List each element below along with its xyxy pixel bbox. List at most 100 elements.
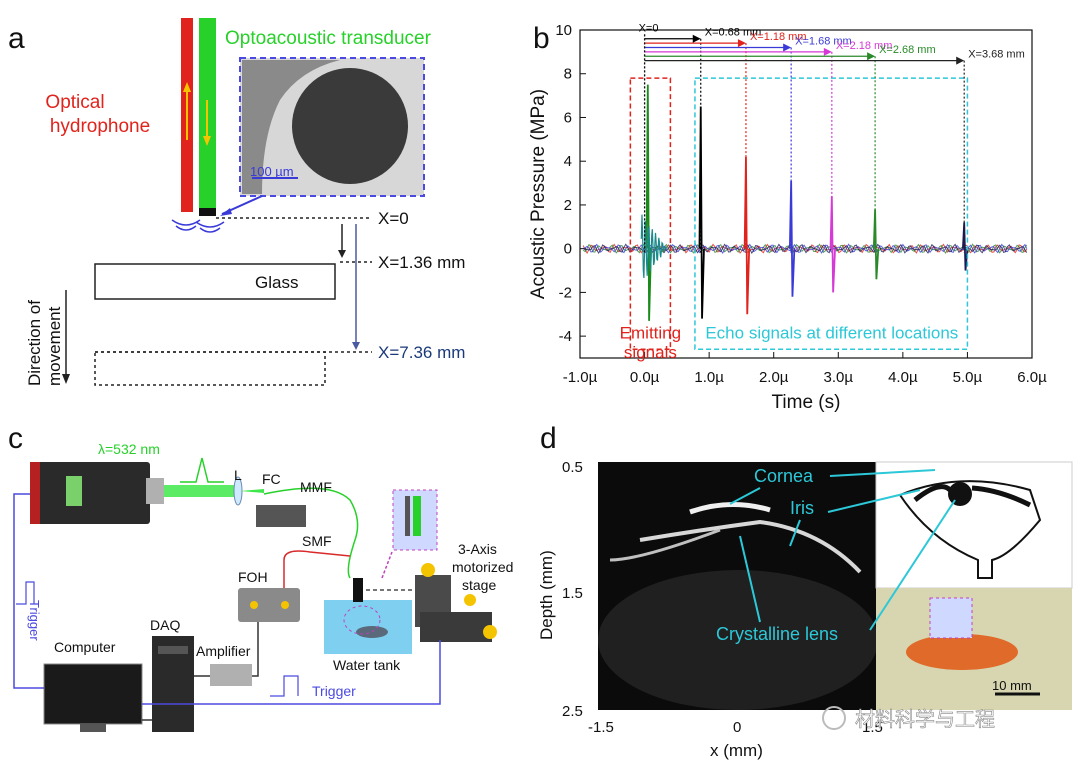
annotation-label: X=2.18 mm <box>836 40 893 52</box>
echo-peak <box>743 156 751 315</box>
echo-peak <box>698 106 705 319</box>
oct-lens-front <box>689 502 771 515</box>
x-tick-label: 2.0µ <box>759 369 789 386</box>
emitting-box <box>629 77 672 351</box>
emitting-burst <box>640 214 668 279</box>
stage-knob-2 <box>464 594 476 606</box>
hydrophone-label-1: Optical <box>45 92 104 113</box>
panel-c-label: c <box>8 422 23 455</box>
smf-fiber <box>283 550 351 600</box>
fc-label: FC <box>262 471 281 487</box>
pulse-icon <box>180 457 224 483</box>
annotation-label: X=1.68 mm <box>795 35 852 47</box>
glass-label: Glass <box>255 273 298 292</box>
echo-peak <box>829 196 836 293</box>
echo-label: Echo signals at different locations <box>705 323 958 342</box>
panel-d-label: d <box>540 422 557 455</box>
sem-scale-label: 100 µm <box>250 164 294 179</box>
d-ytick-2: 2.5 <box>562 703 583 720</box>
panel-c: c λ=532 nm L FC MMF SMF FOH Water tank <box>8 422 513 732</box>
computer-stand <box>80 724 106 732</box>
daq-label: DAQ <box>150 617 180 633</box>
x1-label: X=1.36 mm <box>378 253 465 272</box>
annotation-arrowhead <box>867 52 876 61</box>
water-tank-label: Water tank <box>333 657 401 673</box>
echo-peak <box>788 180 796 297</box>
daq-slot <box>158 646 188 654</box>
panel-a-label: a <box>8 22 25 55</box>
annotation-label: X=2.68 mm <box>879 44 936 56</box>
computer-monitor <box>43 663 143 725</box>
y-tick-label: 6 <box>564 109 572 126</box>
foh-label: FOH <box>238 569 268 585</box>
fish-photo-body <box>906 634 1018 670</box>
eye-schematic-lens <box>948 482 972 506</box>
amplifier-label: Amplifier <box>196 643 251 659</box>
trigger-pulse-left <box>16 581 35 605</box>
cornea-pointer-schematic <box>829 469 936 477</box>
d-xtick-2: 1.5 <box>862 719 883 736</box>
annotation-arrowhead <box>783 43 792 52</box>
baseline-noise <box>582 243 1028 254</box>
trigger-bottom-label: Trigger <box>312 683 356 699</box>
x-tick-label: 5.0µ <box>953 369 983 386</box>
oct-cornea <box>639 519 862 574</box>
annotation-arrowhead <box>737 39 746 48</box>
panel-b-label: b <box>533 22 550 55</box>
signal-wire <box>194 622 259 677</box>
stage-label-2: motorized <box>452 559 513 575</box>
echo-peak <box>962 222 969 271</box>
annotation-arrowhead <box>823 47 832 56</box>
x-tick-label: 3.0µ <box>824 369 854 386</box>
foh-port-1 <box>250 601 258 609</box>
echo-peak <box>872 209 880 280</box>
d-xlabel: x (mm) <box>710 741 763 760</box>
glass-slab-moved <box>94 351 326 386</box>
move-arrow-short-head <box>338 250 346 258</box>
transducer-tip <box>199 208 216 216</box>
annotation-label: X=3.68 mm <box>968 49 1025 61</box>
annotation-label: X=1.18 mm <box>750 31 807 43</box>
transducer-title: Optoacoustic transducer <box>225 28 432 49</box>
cornea-pointer <box>729 487 761 505</box>
laser-window <box>66 476 82 506</box>
y-tick-label: 2 <box>564 197 572 214</box>
fish-zoom-circle <box>343 605 381 635</box>
lens-label: L <box>234 467 242 483</box>
photo-scale-label: 10 mm <box>992 678 1032 693</box>
hydrophone-label-2: hydrophone <box>50 116 150 137</box>
move-arrow-long-head <box>352 342 360 350</box>
oct-speckle-region <box>598 570 878 710</box>
watermark-text: 材料科学与工程 <box>855 708 995 731</box>
iris-pointer <box>789 519 801 547</box>
glass-slab <box>94 263 336 300</box>
up-arrowhead-icon <box>183 82 191 92</box>
emitting-label-2: signals <box>624 343 677 362</box>
trigger-left-label: Trigger <box>27 600 42 641</box>
wave-right-icon <box>195 221 225 233</box>
foh-box <box>238 588 300 622</box>
x-tick-label: -1.0µ <box>563 369 598 386</box>
x-tick-label: 6.0µ <box>1017 369 1047 386</box>
wavelength-label: λ=532 nm <box>98 441 160 457</box>
baseline-noise <box>582 243 1028 254</box>
lens-label-d: Crystalline lens <box>716 624 838 644</box>
probe-inset-transducer <box>413 496 421 536</box>
y-tick-label: 0 <box>564 241 572 258</box>
x-axis-label: Time (s) <box>772 392 841 413</box>
y-tick-label: 4 <box>564 153 572 170</box>
wave-left-icon <box>171 219 201 231</box>
laser-fin <box>30 462 40 524</box>
trigger-wire-bottom <box>142 640 441 705</box>
watermark-icon <box>822 706 846 730</box>
laser-aperture <box>146 478 164 504</box>
d-ylabel: Depth (mm) <box>537 550 556 640</box>
x2-label: X=7.36 mm <box>378 343 465 362</box>
y-tick-label: -4 <box>559 328 572 345</box>
direction-label-2: movement <box>45 306 64 386</box>
emitting-label-1: Emitting <box>620 323 681 342</box>
laser-body <box>30 462 150 524</box>
oct-iris <box>609 528 721 562</box>
eye-schematic-iris <box>913 484 1032 508</box>
